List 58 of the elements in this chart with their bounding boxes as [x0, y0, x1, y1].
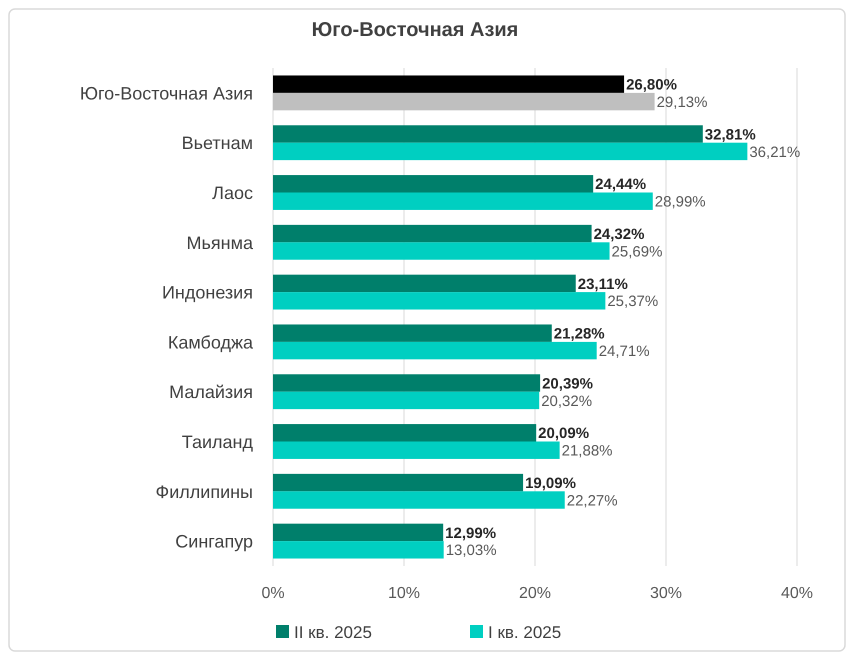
x-tick-label: 30%	[650, 585, 682, 602]
bar	[273, 192, 653, 210]
bar	[273, 125, 703, 143]
bar	[273, 392, 540, 410]
bar	[273, 242, 610, 260]
y-tick-label: Таиланд	[182, 432, 254, 452]
chart-title: Юго-Восточная Азия	[312, 19, 518, 41]
y-tick-label: Малайзия	[169, 382, 253, 402]
data-label: 20,39%	[542, 375, 593, 392]
y-tick-label: Индонезия	[162, 282, 253, 303]
bar	[273, 75, 624, 93]
x-tick-label: 0%	[261, 585, 285, 602]
data-label: 36,21%	[749, 144, 800, 161]
y-tick-label: Юго-Восточная Азия	[80, 83, 253, 104]
legend-label: I кв. 2025	[488, 623, 562, 642]
y-tick-label: Камбоджа	[168, 332, 254, 352]
data-label: 23,11%	[578, 276, 628, 293]
bar	[273, 491, 565, 509]
data-label: 21,28%	[554, 326, 605, 343]
bar	[273, 142, 748, 160]
bar	[273, 342, 597, 360]
data-label: 26,80%	[626, 76, 677, 94]
y-tick-label: Сингапур	[175, 532, 253, 552]
bar	[273, 292, 606, 310]
data-label: 20,09%	[538, 425, 590, 442]
bar	[273, 224, 592, 242]
data-label: 12,99%	[445, 524, 496, 542]
y-tick-label: Филлипины	[156, 482, 253, 502]
legend-label: II кв. 2025	[294, 623, 372, 642]
data-label: 21,88%	[562, 442, 613, 460]
data-label: 24,44%	[595, 176, 646, 194]
data-label: 25,37%	[607, 293, 658, 310]
x-tick-label: 20%	[518, 585, 552, 602]
data-label: 32,81%	[704, 126, 756, 144]
x-tick-label: 40%	[780, 585, 814, 602]
bar	[273, 474, 524, 492]
bar	[273, 541, 444, 559]
data-label: 29,13%	[656, 94, 708, 112]
bar	[273, 524, 444, 542]
y-tick-label: Вьетнам	[182, 133, 253, 154]
y-tick-label: Лаос	[212, 182, 253, 203]
bar	[273, 324, 552, 342]
data-label: 20,32%	[541, 392, 592, 410]
bar	[273, 374, 540, 392]
data-label: 19,09%	[525, 474, 576, 492]
data-label: 13,03%	[446, 542, 497, 560]
x-tick-label: 10%	[388, 585, 420, 602]
bar	[273, 442, 560, 459]
data-label: 22,27%	[566, 492, 618, 510]
y-tick-label: Мьянма	[186, 232, 254, 253]
data-label: 25,69%	[612, 243, 662, 260]
data-label: 24,71%	[598, 343, 650, 360]
bar	[273, 424, 536, 442]
bar	[273, 274, 576, 292]
bar	[273, 175, 594, 192]
data-label: 28,99%	[654, 194, 706, 211]
data-label: 24,32%	[594, 226, 644, 243]
bar	[273, 92, 655, 110]
